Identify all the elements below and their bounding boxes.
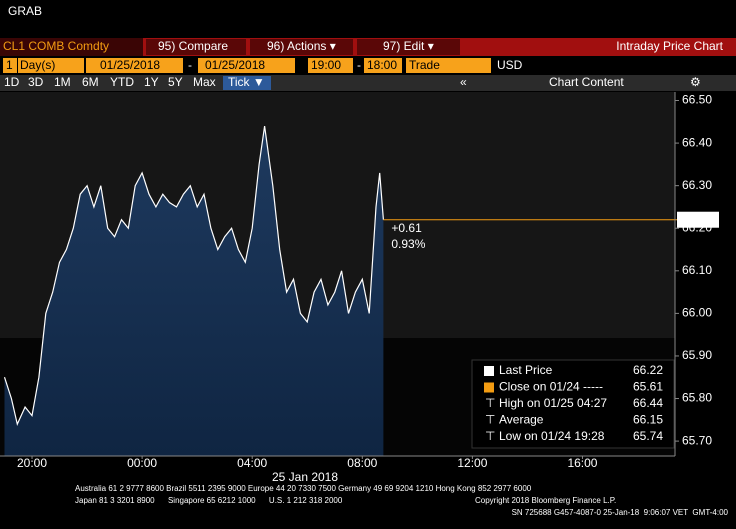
footer-line: SN 725688 G457-4087-0 25-Jan-18 9:06:07 …	[512, 508, 729, 517]
range-button[interactable]: 1M	[54, 75, 71, 89]
start-date: 01/25/2018	[100, 58, 160, 72]
x-tick-label: 08:00	[347, 456, 377, 470]
currency: USD	[497, 58, 523, 72]
period-field[interactable]	[3, 58, 17, 73]
collapse[interactable]: «	[460, 75, 467, 89]
range-button[interactable]: 1D	[4, 75, 20, 89]
unit: Day(s)	[20, 58, 55, 72]
period: 1	[6, 58, 13, 72]
tick-button[interactable]	[223, 76, 271, 90]
legend-value: 65.74	[633, 429, 663, 443]
legend-label: Close on 01/24 -----	[499, 380, 603, 394]
legend-swatch	[484, 366, 494, 376]
start-date-field[interactable]	[86, 58, 183, 73]
price-line	[3, 126, 384, 426]
edit-button[interactable]	[357, 39, 460, 55]
legend-value: 65.61	[633, 380, 663, 394]
y-tick-label: 66.50	[682, 93, 712, 107]
compare-button[interactable]	[146, 39, 246, 55]
range-button[interactable]: 3D	[28, 75, 44, 89]
legend-value: 66.22	[633, 363, 663, 377]
end-date-field[interactable]	[198, 58, 295, 73]
time-dash: -	[357, 58, 361, 72]
legend-label: Average	[499, 413, 544, 427]
change-pct-label: 0.93%	[391, 237, 425, 251]
compare-label: 95) Compare	[158, 39, 228, 53]
legend-swatch	[484, 382, 494, 393]
y-tick-label: 66.00	[682, 306, 712, 320]
range-button[interactable]: 5Y	[168, 75, 183, 89]
legend-symbol: ⊤	[485, 413, 495, 427]
y-tick-label: 66.10	[682, 263, 712, 277]
legend-symbol: ⊤	[485, 429, 495, 443]
view-title: Intraday Price Chart	[616, 39, 723, 53]
x-tick-label: 16:00	[567, 456, 597, 470]
x-axis-label: 25 Jan 2018	[272, 470, 338, 484]
unit-field[interactable]	[18, 58, 84, 73]
field-select[interactable]	[406, 58, 491, 73]
footer-line: Japan 81 3 3201 8900 Singapore 65 6212 1…	[75, 496, 343, 505]
range-button[interactable]: Max	[193, 75, 216, 89]
footer-line: Australia 61 2 9777 8600 Brazil 5511 239…	[75, 484, 532, 493]
footer-copyright: Copyright 2018 Bloomberg Finance L.P.	[475, 496, 616, 505]
legend-label: Low on 01/24 19:28	[499, 429, 605, 443]
y-tick-label: 65.80	[682, 391, 712, 405]
start-time: 19:00	[311, 58, 341, 72]
x-tick-label: 00:00	[127, 456, 157, 470]
x-tick-label: 20:00	[17, 456, 47, 470]
ticker: CL1 COMB Comdty	[3, 39, 109, 53]
price-area	[4, 126, 384, 456]
x-tick-label: 12:00	[457, 456, 487, 470]
last-price-tag-label: 66.22	[682, 212, 712, 226]
ticker-field[interactable]	[0, 38, 143, 56]
edit-label: 97) Edit ▾	[383, 39, 434, 53]
legend-label: Last Price	[499, 363, 553, 377]
end-time: 18:00	[367, 58, 397, 72]
legend-value: 66.44	[633, 396, 663, 410]
range-bar	[0, 75, 736, 91]
field: Trade	[409, 58, 440, 72]
start-time-field[interactable]	[308, 58, 353, 73]
last-price-tag	[677, 211, 719, 228]
end-date: 01/25/2018	[205, 58, 265, 72]
tick-label: Tick ▼	[228, 75, 265, 89]
settings-gear[interactable]: ⚙	[690, 75, 701, 89]
legend-box	[471, 359, 675, 449]
end-time-field[interactable]	[364, 58, 402, 73]
x-tick-label: 04:00	[237, 456, 267, 470]
legend-label: High on 01/25 04:27	[499, 396, 607, 410]
y-tick-label: 65.90	[682, 348, 712, 362]
window-title: GRAB	[8, 4, 42, 18]
y-tick-label: 65.70	[682, 433, 712, 447]
change-label: +0.61	[391, 221, 422, 235]
range-button[interactable]: YTD	[110, 75, 134, 89]
range-button[interactable]: 1Y	[144, 75, 159, 89]
date-dash: -	[188, 58, 192, 72]
actions-label: 96) Actions ▾	[267, 39, 336, 53]
actions-button[interactable]	[250, 39, 353, 55]
y-tick-label: 66.40	[682, 135, 712, 149]
legend-value: 66.15	[633, 413, 663, 427]
y-tick-label: 66.30	[682, 178, 712, 192]
chart-content[interactable]: Chart Content	[549, 75, 624, 89]
legend-symbol: ⊤	[485, 396, 495, 410]
range-button[interactable]: 6M	[82, 75, 99, 89]
